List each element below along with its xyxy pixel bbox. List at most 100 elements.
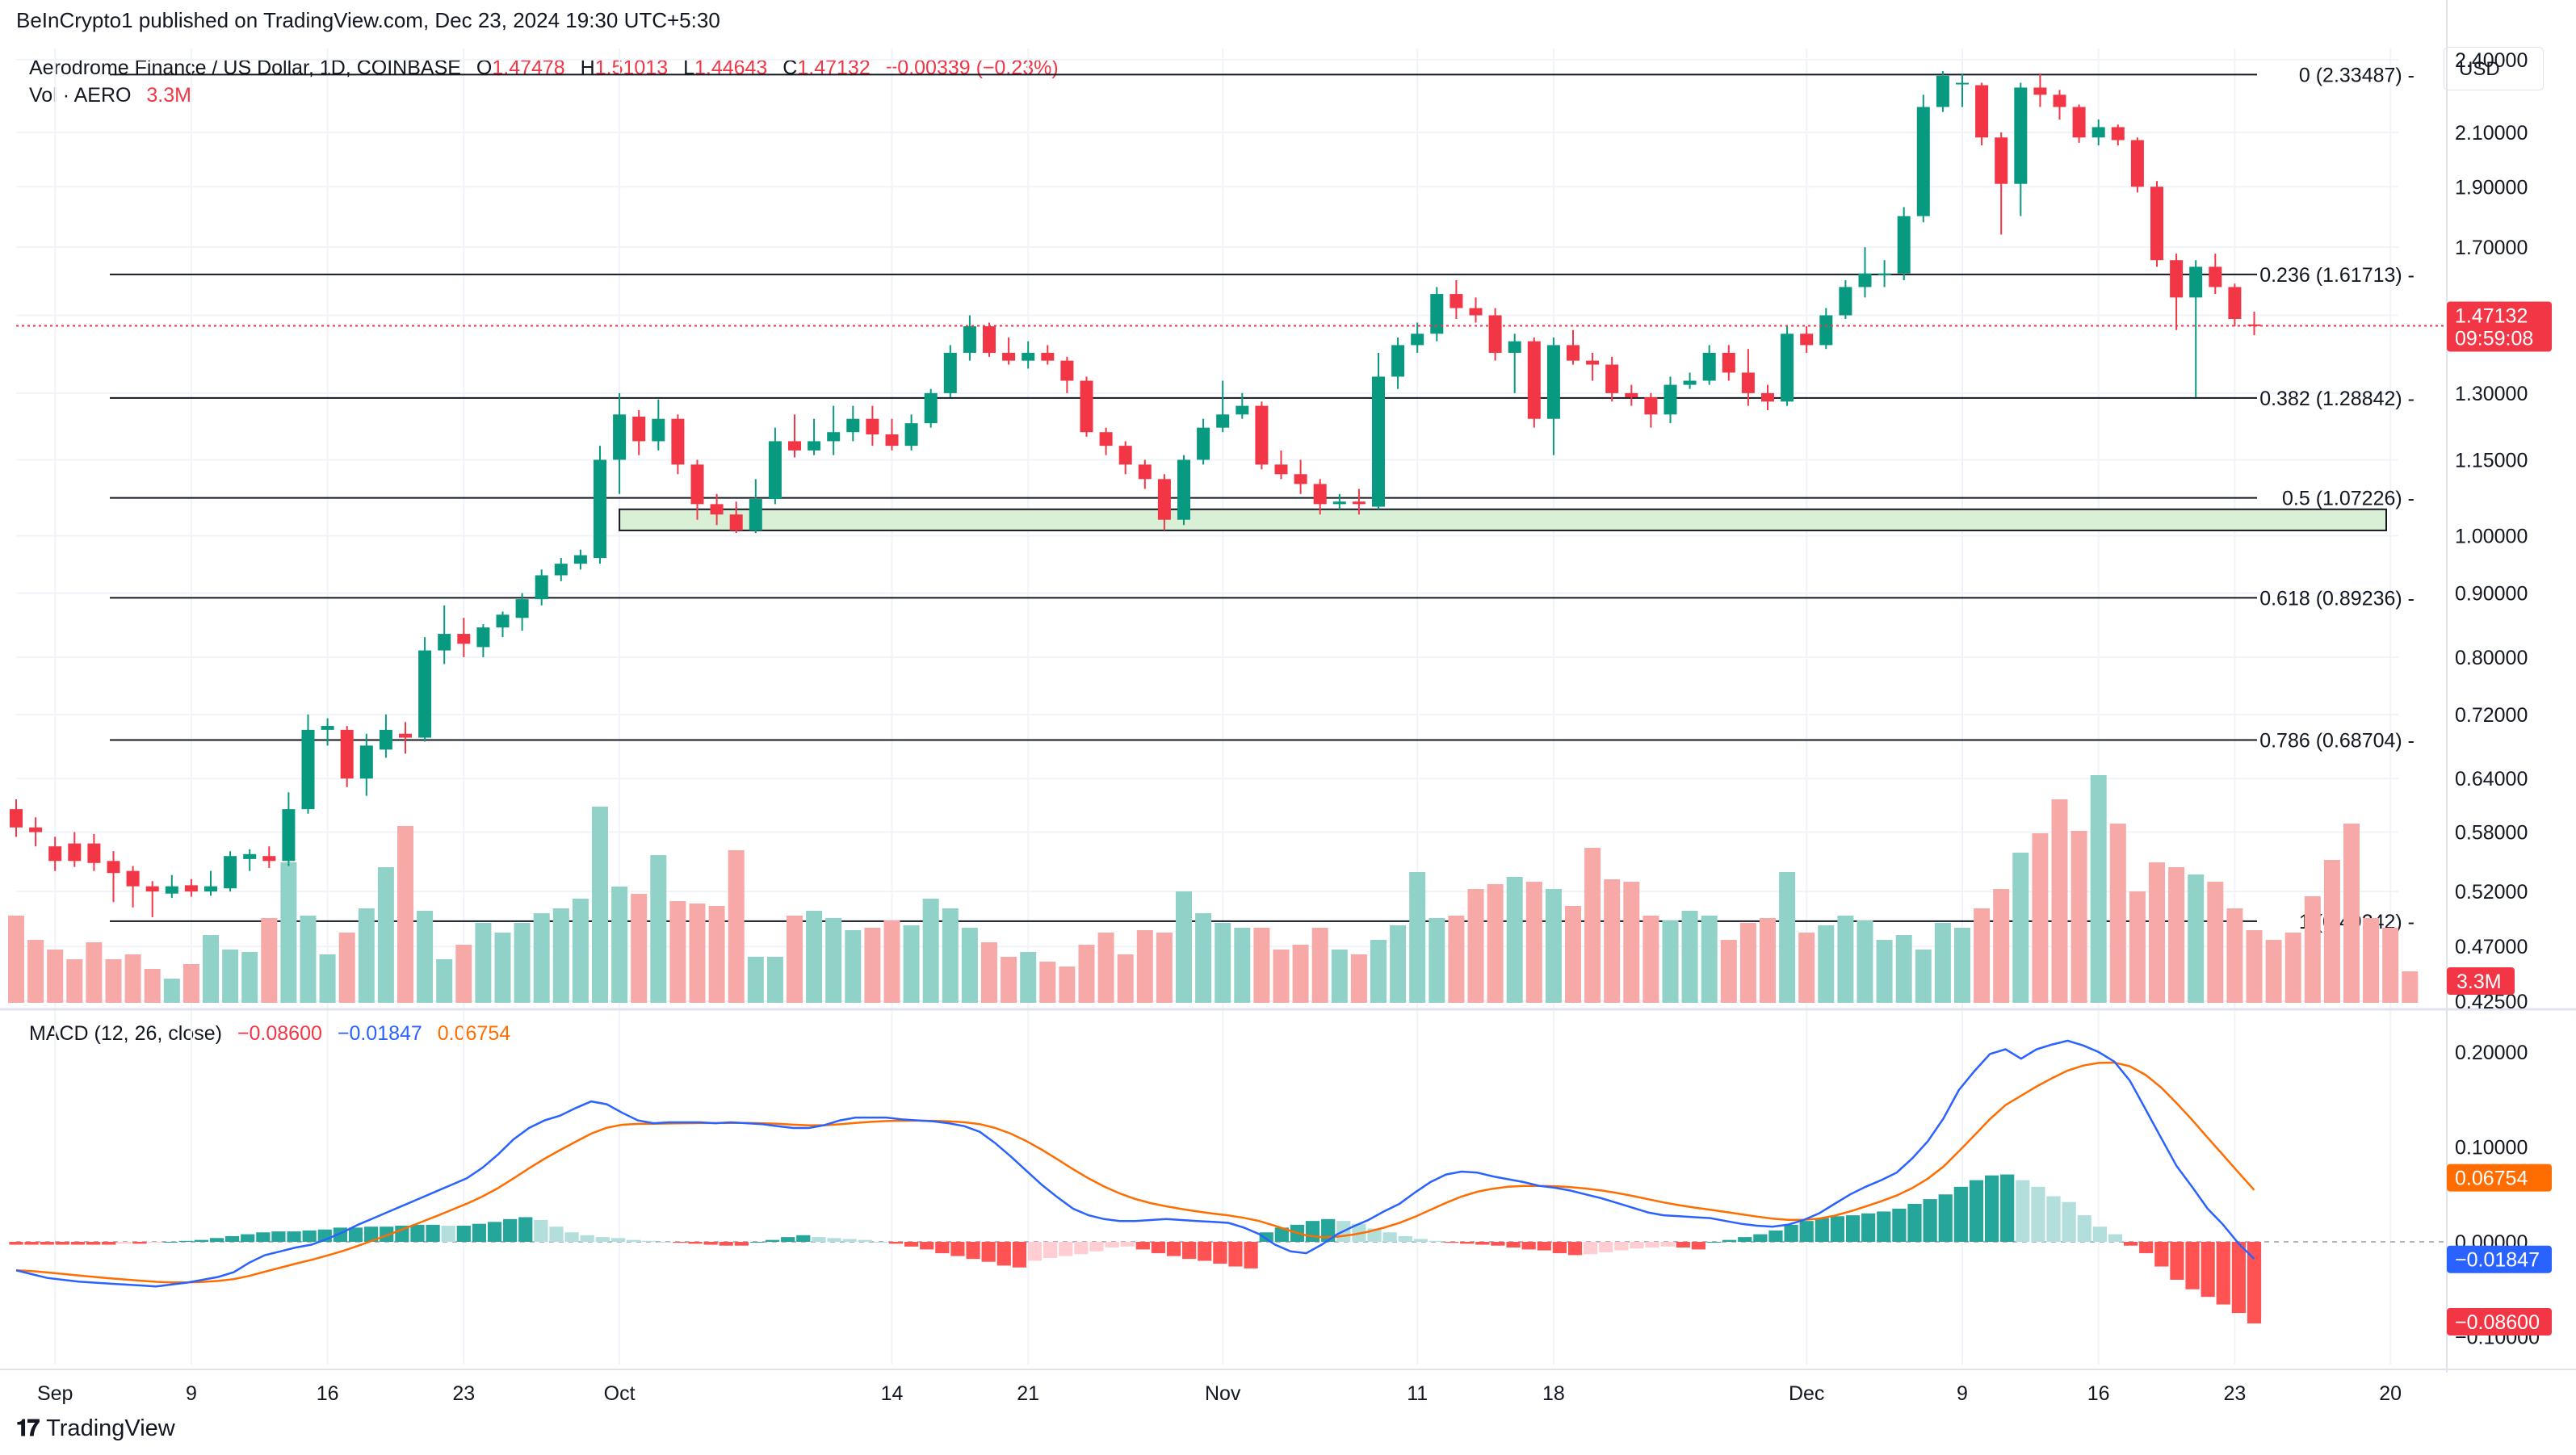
macd-hist-value: −0.08600 — [237, 1022, 322, 1045]
volume-bar — [222, 950, 239, 1003]
macd-hist-bar — [765, 1239, 780, 1242]
macd-hist-bar — [194, 1239, 208, 1242]
macd-hist-bar — [1907, 1204, 1922, 1242]
macd-hist-bar — [209, 1238, 224, 1242]
macd-hist-bar — [1984, 1175, 1999, 1242]
volume-bar — [66, 959, 83, 1003]
macd-hist-bar — [873, 1242, 887, 1243]
candle-body — [204, 886, 217, 892]
candle-body — [48, 846, 62, 862]
candle-body — [671, 418, 685, 465]
macd-hist-bar — [920, 1242, 934, 1250]
candle-body — [1858, 273, 1872, 287]
macd-hist-bar — [1877, 1211, 1891, 1242]
macd-hist-bar — [1691, 1242, 1706, 1250]
candle-body — [2209, 266, 2222, 287]
candle-body — [846, 418, 860, 433]
fib-label: 0.618 (0.89236) - — [2259, 587, 2414, 610]
macd-hist-bar — [2123, 1242, 2138, 1246]
volume-bar — [1273, 950, 1290, 1003]
macd-hist-bar — [781, 1237, 795, 1242]
candle-body — [1372, 376, 1385, 507]
volume-bar — [806, 911, 823, 1003]
volume-bar — [1604, 879, 1621, 1003]
candle-body — [2072, 107, 2086, 138]
candle-body — [710, 504, 724, 515]
macd-hist-bar — [534, 1219, 548, 1242]
candle-body — [2189, 266, 2203, 298]
candle-body — [1995, 137, 2008, 184]
volume-bar — [377, 867, 394, 1003]
candle-body — [1644, 397, 1658, 415]
macd-tick-label: 0.10000 — [2455, 1137, 2528, 1159]
volume-bar — [1720, 940, 1737, 1003]
time-tick-label: Nov — [1205, 1382, 1241, 1405]
macd-hist-bar — [2185, 1242, 2200, 1289]
macd-hist-bar — [1228, 1242, 1243, 1267]
price-tick-label: 0.64000 — [2455, 768, 2528, 790]
candle-body — [1002, 352, 1016, 361]
macd-hist-bar — [703, 1242, 718, 1245]
volume-bar — [1020, 952, 1037, 1003]
volume-bar — [1487, 884, 1504, 1003]
volume-bar — [1136, 930, 1153, 1003]
volume-bar — [1234, 928, 1251, 1003]
macd-hist-bar — [1923, 1199, 1937, 1242]
macd-hist-bar — [456, 1226, 471, 1242]
volume-bar — [436, 959, 453, 1003]
candles — [10, 71, 2447, 917]
volume-bar — [241, 952, 258, 1003]
close-label: C — [782, 57, 798, 79]
candle-body — [1605, 364, 1619, 393]
price-tick-label: 2.10000 — [2455, 122, 2528, 145]
volume-bar — [1097, 933, 1114, 1003]
candle-body — [359, 745, 373, 779]
macd-hist-bar — [1738, 1237, 1752, 1242]
candle-body — [1430, 294, 1444, 334]
macd-hist-bar — [302, 1230, 317, 1242]
candle-body — [1663, 384, 1677, 415]
candle-body — [1157, 479, 1171, 520]
macd-hist-bar — [117, 1242, 132, 1244]
currency-button[interactable]: USD — [2444, 47, 2544, 90]
macd-hist-bar — [1182, 1242, 1197, 1260]
volume-badge-label: 3.3M — [2456, 971, 2502, 993]
macd-hist-bar — [9, 1242, 23, 1245]
candle-body — [1508, 341, 1521, 353]
candle-body — [1586, 360, 1600, 365]
volume-bar — [2109, 824, 2126, 1003]
candle-body — [1391, 345, 1405, 377]
candle-body — [1041, 352, 1055, 361]
volume-bar — [494, 933, 511, 1003]
candle-body — [418, 650, 432, 738]
macd-hist-bar — [1614, 1242, 1629, 1251]
volume-bar — [650, 855, 667, 1003]
candle-body — [1216, 414, 1230, 428]
macd-hist-bar — [1259, 1232, 1273, 1242]
open-label: O — [476, 57, 493, 79]
macd-hist-bar — [1429, 1240, 1444, 1242]
candle-body — [301, 729, 315, 810]
volume-bar — [1350, 954, 1367, 1003]
candle-body — [1313, 484, 1327, 505]
volume-bar — [2343, 824, 2360, 1003]
volume-bar — [417, 911, 434, 1003]
volume-bar — [338, 933, 355, 1003]
volume-bar — [2129, 891, 2146, 1003]
candle-body — [594, 459, 606, 559]
time-tick-label: 23 — [2223, 1382, 2246, 1405]
macd-hist-bar — [1521, 1242, 1536, 1250]
candle-body — [1625, 392, 1638, 398]
candle-body — [904, 423, 918, 447]
macd-hist-bar — [564, 1232, 579, 1242]
macd-hist-bar — [1027, 1242, 1043, 1261]
macd-hist-bar — [749, 1242, 765, 1243]
macd-hist-bar — [1630, 1242, 1644, 1249]
price-tick-label: 1.30000 — [2455, 383, 2528, 405]
macd-hist-bar — [1506, 1242, 1521, 1248]
tradingview-brand[interactable]: 𝟏𝟕 TradingView — [16, 1415, 175, 1442]
volume-bar — [1760, 918, 1776, 1003]
price-tick-label: 0.80000 — [2455, 647, 2528, 669]
time-tick-label: 20 — [2379, 1382, 2402, 1405]
